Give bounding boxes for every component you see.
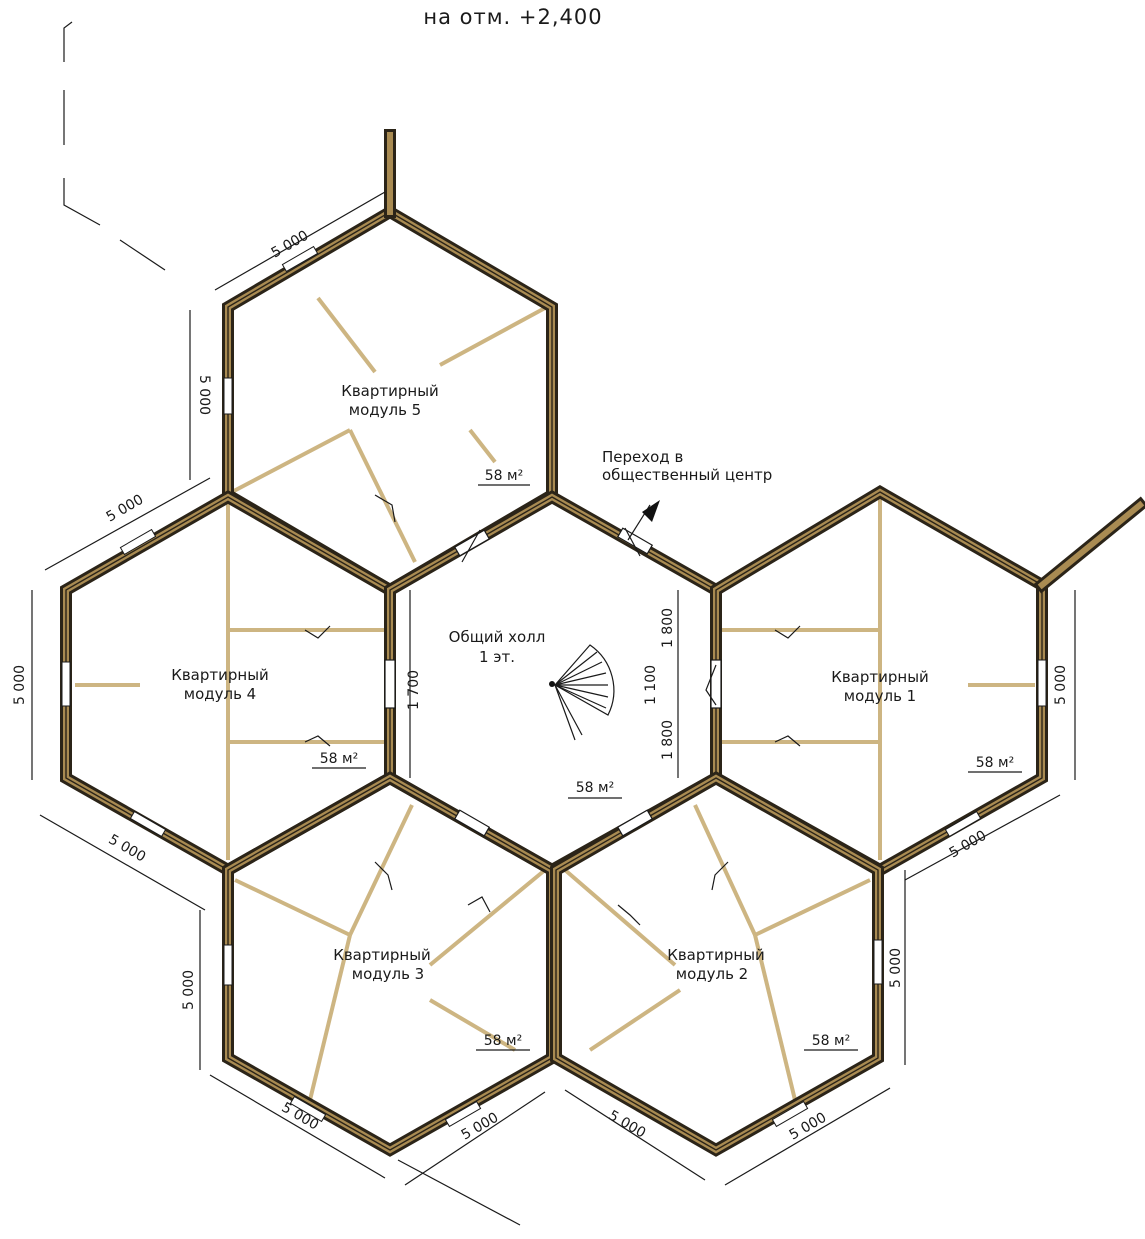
dim-module1-right: 5 000 [1053,665,1069,705]
dim-module2-right: 5 000 [888,948,904,988]
passage-label-line1: Переход в [602,448,683,466]
passage-label-line2: общественный центр [602,466,772,484]
module-2-sublabel: модуль 2 [676,965,748,983]
module-3-sublabel: модуль 3 [352,965,424,983]
module-2-label: Квартирный [667,946,765,964]
passage-arrow [627,500,660,541]
hall-label: Общий холл [449,628,546,646]
windows [61,245,1047,1128]
module-4-sublabel: модуль 4 [184,685,256,703]
spiral-stair-icon [549,644,615,741]
module-5-area: 58 м² [485,468,523,484]
area-underlines [312,484,1022,1051]
dim-module5-left: 5 000 [196,375,212,415]
module-5-sublabel: модуль 5 [349,401,421,419]
dimension-lines [31,191,1076,1186]
hall-floor-label: 1 эт. [479,648,515,666]
walls [60,129,1145,1157]
module-1-sublabel: модуль 1 [844,687,916,705]
module-3-label: Квартирный [333,946,431,964]
dim-hall-opening: 1 700 [406,670,422,710]
module-4-label: Квартирный [171,666,269,684]
module-4-area: 58 м² [320,751,358,767]
hall-area: 58 м² [576,780,614,796]
dim-hall-right-bottom: 1 800 [660,720,676,760]
section-marks [63,21,521,1226]
module-5-label: Квартирный [341,382,439,400]
dim-module4-top: 5 000 [104,492,147,526]
dim-module4-bottom: 5 000 [106,832,149,866]
module-3-area: 58 м² [484,1033,522,1049]
module-2-area: 58 м² [812,1033,850,1049]
plan-title: на отм. +2,400 [423,5,602,29]
dim-hall-right-top: 1 800 [660,608,676,648]
module-1-label: Квартирный [831,668,929,686]
partitions [75,296,1035,1101]
dim-hall-right-mid: 1 100 [643,665,659,705]
dim-module4-left: 5 000 [12,665,28,705]
doors [304,494,801,926]
module-1-area: 58 м² [976,755,1014,771]
dim-module3-left: 5 000 [181,970,197,1010]
